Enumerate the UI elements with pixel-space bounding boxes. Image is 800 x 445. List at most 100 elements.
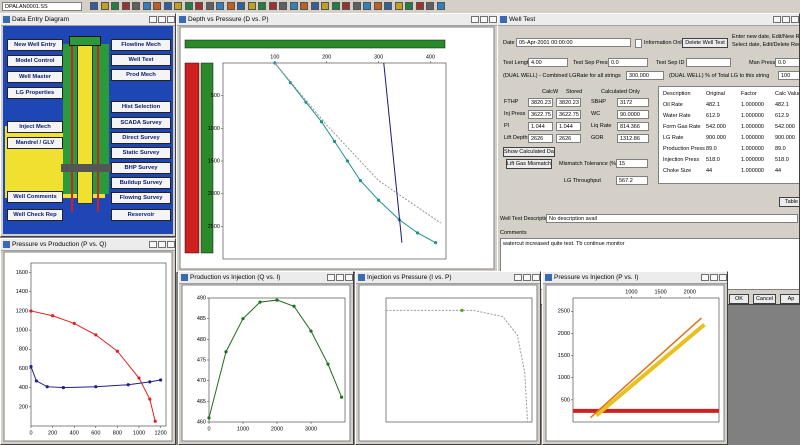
toolbar-icon[interactable]: [268, 2, 277, 10]
window-button[interactable]: [773, 16, 781, 23]
data-entry-button[interactable]: Model Control: [7, 55, 63, 67]
toolbar-icon[interactable]: [142, 2, 151, 10]
toolbar-icon[interactable]: [174, 2, 182, 10]
field[interactable]: No description avail: [546, 214, 798, 223]
field[interactable]: 0.0: [608, 58, 648, 67]
toolbar-icon[interactable]: [132, 2, 140, 10]
toolbar-icon[interactable]: [436, 2, 445, 10]
toolbar-icon[interactable]: [184, 2, 193, 10]
field[interactable]: 3820.23: [528, 98, 553, 107]
field[interactable]: 90.0000: [617, 110, 649, 119]
field[interactable]: 4.00: [528, 58, 568, 67]
data-entry-button[interactable]: Flowline Mech: [111, 39, 171, 51]
data-entry-button[interactable]: LG Properties: [7, 87, 63, 99]
toolbar-icon[interactable]: [321, 2, 329, 10]
window-button[interactable]: [710, 274, 718, 281]
toolbar-icon[interactable]: [279, 2, 287, 10]
window-button[interactable]: [345, 274, 353, 281]
data-entry-button[interactable]: Well Check Rep: [7, 209, 63, 221]
data-entry-button[interactable]: Static Survey: [111, 147, 171, 159]
toolbar-icon[interactable]: [258, 2, 266, 10]
data-entry-button[interactable]: Buildup Survey: [111, 177, 171, 189]
toolbar-icon[interactable]: [352, 2, 361, 10]
data-entry-button[interactable]: New Well Entry: [7, 39, 63, 51]
data-entry-button[interactable]: Hist Selection: [111, 101, 171, 113]
checkbox[interactable]: [635, 39, 642, 48]
date-field[interactable]: 05-Apr-2001 00:00:00: [516, 38, 631, 47]
button[interactable]: Lift Gas Mismatch: [506, 159, 552, 169]
window-button[interactable]: [167, 16, 175, 23]
field[interactable]: 814.366: [617, 122, 649, 131]
toolbar-icon[interactable]: [153, 2, 161, 10]
delete-button[interactable]: Delete Well Test: [682, 38, 728, 48]
toolbar-icon[interactable]: [415, 2, 424, 10]
data-entry-button[interactable]: Well Comments: [7, 191, 63, 203]
data-entry-button[interactable]: Mandrel / GLV: [7, 137, 63, 149]
toolbar-icon[interactable]: [90, 2, 98, 10]
window-button[interactable]: [791, 16, 799, 23]
ok-button[interactable]: OK: [729, 294, 749, 304]
window-button[interactable]: [523, 274, 531, 281]
window-button[interactable]: [149, 241, 157, 248]
field[interactable]: 3820.23: [556, 98, 581, 107]
toolbar-icon[interactable]: [405, 2, 413, 10]
toolbar-icon[interactable]: [237, 2, 245, 10]
file-field[interactable]: DPALAN0001.SS: [2, 2, 82, 11]
field[interactable]: 2626: [528, 134, 553, 143]
field[interactable]: 100: [778, 71, 799, 80]
toolbar-icon[interactable]: [100, 2, 109, 10]
toolbar-icon[interactable]: [426, 2, 434, 10]
window-button[interactable]: [471, 16, 479, 23]
field[interactable]: 2626: [556, 134, 581, 143]
window-button[interactable]: [336, 274, 344, 281]
field[interactable]: 300.000: [626, 71, 664, 80]
toolbar-icon[interactable]: [111, 2, 119, 10]
toolbar-icon[interactable]: [163, 2, 172, 10]
toolbar-icon[interactable]: [394, 2, 403, 10]
data-entry-button[interactable]: Prod Mech: [111, 69, 171, 81]
toolbar-icon[interactable]: [363, 2, 371, 10]
cancel-button[interactable]: Cancel: [753, 294, 776, 304]
field[interactable]: 15: [616, 159, 648, 168]
window-button[interactable]: [158, 241, 166, 248]
field[interactable]: 567.2: [616, 176, 648, 185]
data-entry-button[interactable]: Direct Survey: [111, 132, 171, 144]
data-entry-button[interactable]: Reservoir: [111, 209, 171, 221]
field[interactable]: 0.0: [775, 58, 799, 67]
field[interactable]: 1312.86: [617, 134, 649, 143]
data-entry-button[interactable]: Flowing Survey: [111, 192, 171, 204]
toolbar-icon[interactable]: [310, 2, 319, 10]
field[interactable]: 3622.75: [528, 110, 553, 119]
toolbar-icon[interactable]: [195, 2, 203, 10]
window-button[interactable]: [167, 241, 175, 248]
data-entry-button[interactable]: Inject Mech: [7, 121, 63, 133]
window-button[interactable]: [514, 274, 522, 281]
toolbar-icon[interactable]: [342, 2, 350, 10]
field[interactable]: 3172: [617, 98, 649, 107]
window-button[interactable]: [782, 16, 790, 23]
toolbar-icon[interactable]: [216, 2, 224, 10]
toolbar-icon[interactable]: [121, 2, 130, 10]
toolbar-icon[interactable]: [205, 2, 214, 10]
toolbar-icon[interactable]: [373, 2, 382, 10]
button[interactable]: Show Calculated Data: [503, 147, 555, 157]
toolbar-icon[interactable]: [331, 2, 340, 10]
window-button[interactable]: [701, 274, 709, 281]
toolbar-icon[interactable]: [384, 2, 392, 10]
data-entry-button[interactable]: Well Test: [111, 54, 171, 66]
data-entry-button[interactable]: SCADA Survey: [111, 117, 171, 129]
window-button[interactable]: [719, 274, 727, 281]
window-button[interactable]: [532, 274, 540, 281]
data-entry-button[interactable]: BHP Survey: [111, 162, 171, 174]
field[interactable]: [686, 58, 731, 67]
window-button[interactable]: [149, 16, 157, 23]
data-entry-button[interactable]: Well Master: [7, 71, 63, 83]
window-button[interactable]: [480, 16, 488, 23]
apply-button[interactable]: Ap: [780, 294, 799, 304]
window-button[interactable]: [158, 16, 166, 23]
toolbar-icon[interactable]: [300, 2, 308, 10]
window-button[interactable]: [327, 274, 335, 281]
window-button[interactable]: [489, 16, 497, 23]
toolbar-icon[interactable]: [226, 2, 235, 10]
button[interactable]: Table V: [779, 197, 799, 207]
